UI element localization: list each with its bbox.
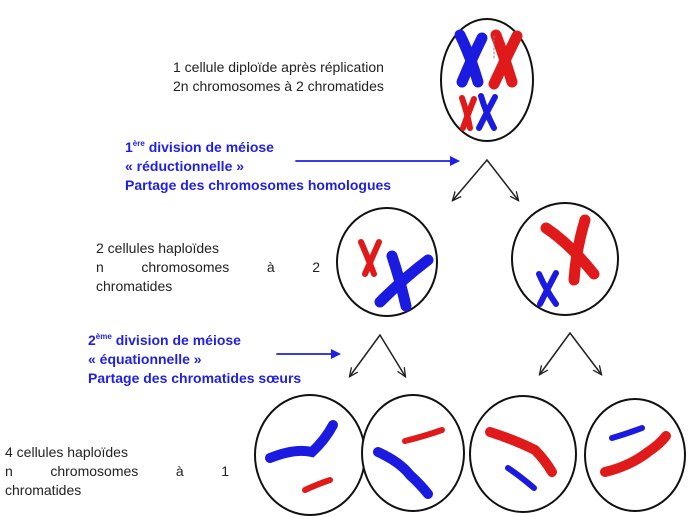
chromatid-red [485,427,557,477]
gamete-cell-2 [361,394,465,512]
diploid-cell [440,18,534,142]
step2-line3: chromatides [96,278,173,294]
step2-label: 2 cellules haploïdes n chromosomes à 2 c… [96,239,320,296]
step2-line2: n chromosomes à 2 [96,259,320,275]
division2-desc: Partage des chromatides sœurs [88,370,302,386]
arrow-1a [350,334,381,376]
division2-title: 2ème division de méiose [88,332,241,348]
division2-label: 2ème division de méiose « équationnelle … [88,331,301,388]
step3-line2: n chromosomes à 1 [5,463,229,479]
chromatid-blue [609,425,645,441]
step1-label: 1 cellule diploïde après réplication 2n … [173,58,384,96]
step3-line1: 4 cellules haploïdes [5,444,128,460]
step3-label: 4 cellules haploïdes n chromosomes à 1 c… [5,443,229,500]
step1-line2: 2n chromosomes à 2 chromatides [173,78,384,94]
gamete-cell-4 [584,398,686,512]
chromatid-red [302,477,333,493]
chromosome-red [540,214,600,286]
division1-label: 1ère division de méiose « réductionnelle… [125,138,391,195]
chromatid-red [402,427,445,444]
chromosome-blue-large [454,29,488,88]
chromosome-blue [374,250,434,312]
division1-desc: Partage des chromosomes homologues [125,177,392,193]
arrow-to-right-cell [486,159,518,200]
chromosome-blue [536,270,559,307]
chromatid-blue [373,447,433,499]
division1-type: « réductionnelle » [125,158,245,174]
chromosome-blue-small [476,93,498,131]
chromosome-red-small [459,95,477,131]
arrow-2a [540,332,571,374]
chromatid-red [600,431,671,477]
chromosome-red [358,239,382,277]
division1-sup: ère [132,139,145,148]
arrow-2b [569,332,601,374]
haploid-cell-2 [511,202,619,316]
arrow-to-left-cell [453,159,488,200]
chromatid-blue [265,420,338,463]
chromatid-blue [505,465,537,491]
step1-line1: 1 cellule diploïde après réplication [173,59,384,75]
step2-line1: 2 cellules haploïdes [96,240,219,256]
arrow-1b [379,334,405,376]
division2-sup: ème [95,332,112,341]
gamete-cell-3 [469,395,577,513]
gamete-cell-1 [254,394,366,516]
chromosome-red-large [488,29,523,90]
haploid-cell-1 [336,207,438,317]
step3-line3: chromatides [5,482,82,498]
division2-type: « équationnelle » [88,351,202,367]
division1-title: 1ère division de méiose [125,139,274,155]
